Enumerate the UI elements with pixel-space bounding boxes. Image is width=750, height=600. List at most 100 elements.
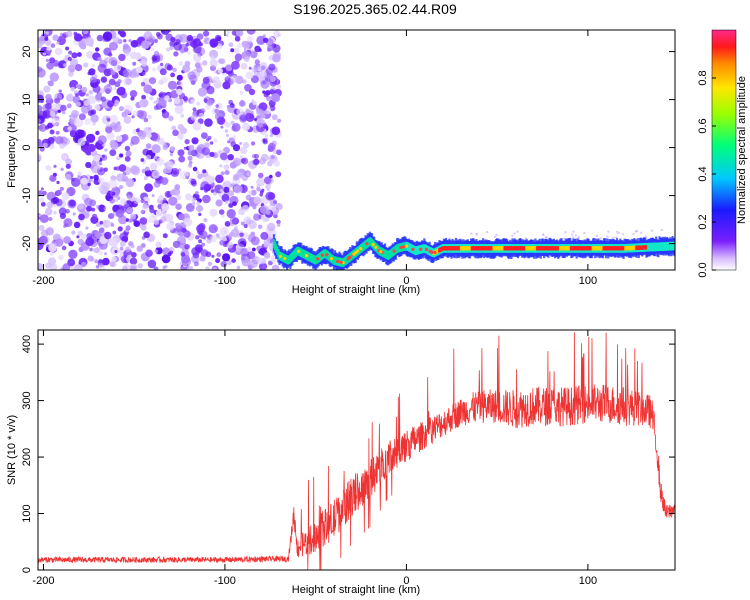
- noise-speck: [275, 171, 282, 178]
- noise-speck: [226, 30, 230, 34]
- ridge-hotspot: [379, 250, 383, 254]
- noise-speck: [145, 249, 153, 257]
- noise-speck: [142, 72, 147, 76]
- noise-speck: [257, 224, 263, 230]
- noise-speck: [90, 216, 98, 224]
- noise-speck: [230, 48, 235, 53]
- noise-speck: [161, 254, 171, 264]
- noise-speck: [197, 87, 207, 97]
- noise-speck: [204, 142, 210, 149]
- noise-speck: [38, 110, 48, 120]
- noise-speck: [167, 80, 178, 90]
- noise-speck: [262, 123, 268, 128]
- noise-speck: [59, 142, 66, 149]
- ridge-core: [615, 246, 618, 251]
- noise-speck: [138, 110, 148, 120]
- noise-speck: [111, 191, 116, 196]
- noise-speck: [222, 253, 231, 262]
- noise-speck: [240, 158, 246, 164]
- noise-speck: [98, 204, 105, 211]
- noise-speck: [153, 219, 160, 226]
- noise-speck: [251, 141, 256, 146]
- noise-speck: [116, 173, 125, 182]
- noise-speck: [235, 30, 244, 37]
- noise-speck: [178, 81, 183, 86]
- noise-speck: [93, 155, 100, 163]
- noise-speck: [45, 93, 52, 101]
- noise-speck: [95, 93, 102, 101]
- noise-speck: [125, 225, 131, 231]
- noise-speck: [39, 214, 49, 224]
- noise-speck: [173, 51, 179, 57]
- noise-speck: [227, 104, 236, 113]
- noise-speck: [231, 60, 240, 70]
- noise-speck: [83, 62, 89, 68]
- noise-speck: [75, 93, 79, 97]
- noise-speck: [106, 118, 111, 122]
- ridge-speck: [493, 235, 497, 238]
- ridge-core: [579, 246, 582, 251]
- noise-speck: [231, 123, 241, 132]
- noise-speck: [268, 260, 273, 266]
- noise-speck: [80, 261, 87, 268]
- noise-speck: [86, 133, 96, 143]
- noise-speck: [156, 157, 165, 166]
- ridge-hotspot: [316, 257, 320, 261]
- noise-speck: [99, 220, 104, 225]
- noise-speck: [173, 97, 181, 105]
- noise-speck: [138, 101, 144, 107]
- noise-speck: [203, 218, 208, 223]
- noise-speck: [105, 126, 113, 134]
- ridge-hotspot: [325, 253, 329, 257]
- noise-speck: [72, 212, 76, 216]
- noise-speck: [203, 30, 210, 37]
- noise-speck: [71, 110, 79, 118]
- noise-speck: [124, 155, 131, 162]
- noise-speck: [69, 58, 79, 67]
- noise-speck: [119, 240, 126, 247]
- noise-speck: [238, 249, 244, 255]
- colorbar-tick-label: 0.8: [697, 70, 709, 85]
- noise-speck: [137, 263, 143, 269]
- noise-speck: [114, 197, 119, 203]
- ridge-speck: [616, 230, 619, 234]
- noise-speck: [224, 129, 229, 133]
- noise-speck: [56, 189, 62, 196]
- noise-speck: [175, 222, 182, 229]
- noise-speck: [160, 30, 170, 35]
- noise-speck: [242, 122, 251, 131]
- noise-speck: [154, 249, 159, 254]
- noise-speck: [266, 95, 272, 102]
- noise-speck: [122, 68, 132, 78]
- noise-speck: [135, 128, 140, 133]
- ridge-hotspot: [433, 250, 437, 255]
- ridge-core: [517, 246, 520, 251]
- noise-speck: [51, 117, 61, 127]
- noise-speck: [92, 248, 96, 252]
- noise-speck: [183, 47, 189, 52]
- noise-speck: [256, 108, 264, 117]
- noise-speck: [122, 171, 127, 176]
- noise-speck: [140, 198, 145, 204]
- noise-speck: [208, 224, 218, 234]
- noise-speck: [45, 58, 50, 63]
- noise-speck: [95, 265, 100, 269]
- spectrogram-x-ticks: -200 -100 0 100: [32, 30, 597, 287]
- noise-speck: [76, 235, 80, 239]
- noise-speck: [261, 264, 267, 270]
- noise-speck: [58, 89, 62, 93]
- noise-speck: [109, 149, 117, 157]
- noise-speck: [216, 116, 226, 125]
- ridge-core: [561, 246, 564, 251]
- noise-speck: [182, 96, 188, 102]
- ridge-hotspot: [399, 245, 403, 250]
- noise-speck: [232, 135, 236, 139]
- noise-speck: [151, 67, 157, 72]
- noise-speck: [196, 204, 204, 213]
- noise-speck: [96, 34, 104, 42]
- noise-speck: [109, 41, 118, 51]
- noise-speck: [108, 78, 116, 86]
- noise-speck: [206, 138, 210, 142]
- noise-speck: [119, 246, 124, 251]
